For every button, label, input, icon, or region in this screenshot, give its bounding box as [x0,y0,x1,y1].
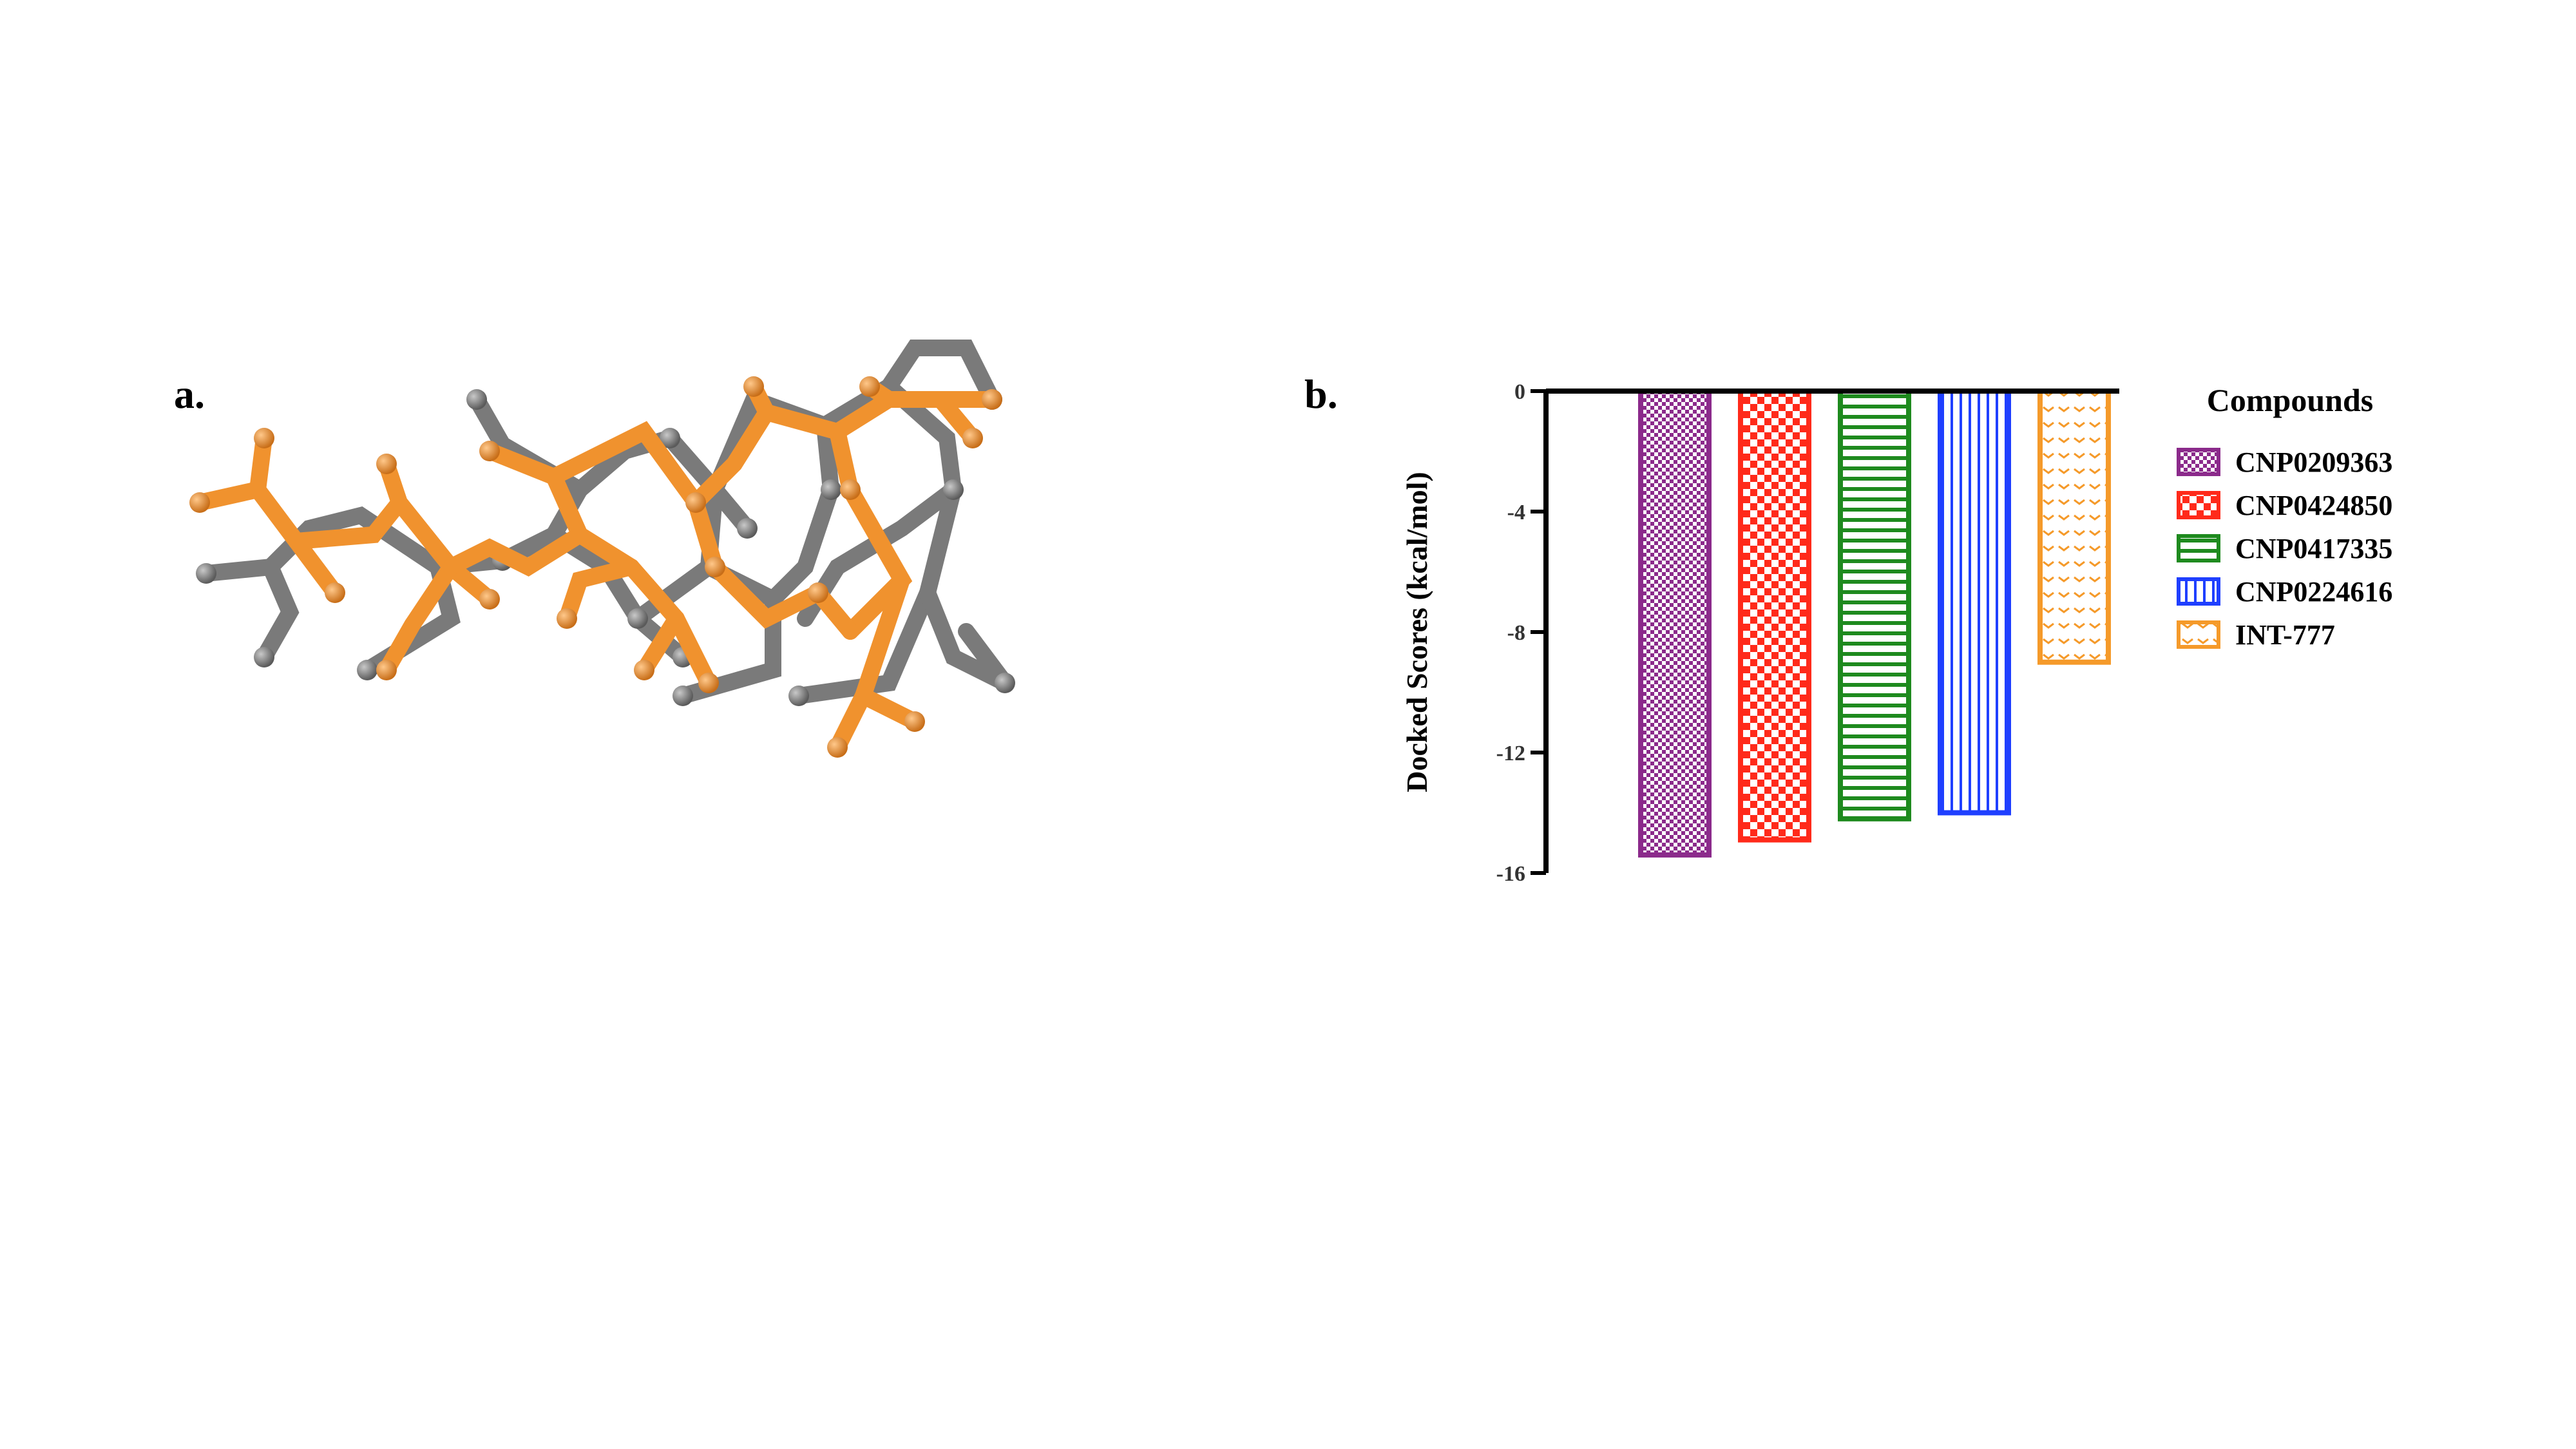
y-tick-label: 0 [1514,380,1525,404]
panel-label-b: b. [1304,371,1338,417]
bar-cnp0224616 [1938,389,2011,816]
y-tick-label: -4 [1507,501,1525,524]
legend-label: INT-777 [2235,619,2335,651]
y-axis-title: Docked Scores (kcal/mol) [1400,472,1433,792]
legend-swatch [2177,577,2220,606]
panel-label-a: a. [174,371,205,417]
docked-ligand-orange [191,378,1000,756]
bar-int-777 [2037,389,2111,665]
legend-swatch [2177,491,2220,519]
docked-ligand-atoms [189,376,1002,758]
y-tick-label: -16 [1496,862,1525,886]
legend-title: Compounds [2207,382,2373,418]
legend-swatch [2177,448,2220,476]
legend-swatch [2177,620,2220,649]
legend-label: CNP0417335 [2235,533,2392,564]
legend-label: CNP0224616 [2235,576,2392,608]
bar-cnp0417335 [1838,389,1911,821]
legend-label: CNP0424850 [2235,490,2392,521]
legend-label: CNP0209363 [2235,446,2392,478]
bar-cnp0424850 [1738,389,1811,843]
legend-swatch [2177,534,2220,562]
y-tick-label: -12 [1496,742,1525,765]
bar-cnp0209363 [1638,389,1712,858]
y-tick-label: -8 [1507,621,1525,645]
